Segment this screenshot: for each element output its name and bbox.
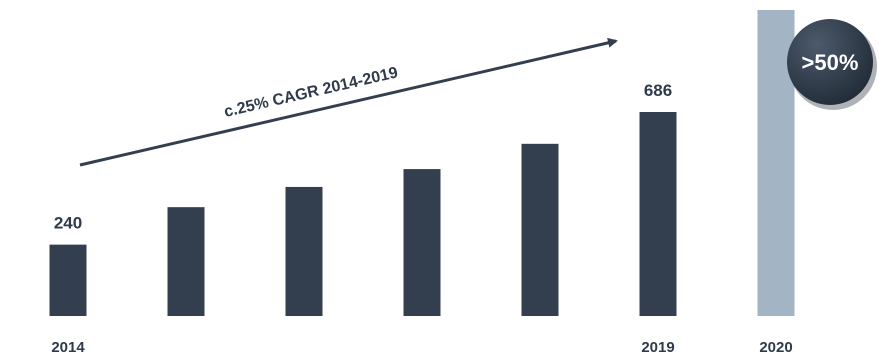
data-label: 240 — [54, 214, 82, 233]
bar-2015 — [167, 207, 205, 316]
x-tick-label: 2014 — [51, 339, 85, 356]
bar-2014 — [49, 244, 87, 316]
x-tick-label: 2020 — [759, 339, 792, 356]
x-tick-label: 2019 — [641, 339, 674, 356]
bar-2017 — [403, 169, 441, 316]
bar-2018 — [521, 143, 559, 316]
badge-text: >50% — [802, 50, 859, 75]
data-label: 686 — [644, 81, 672, 100]
bar-2019 — [639, 112, 677, 316]
bar-2016 — [285, 186, 323, 316]
x-axis-ticks: 2014 2019 2020 — [51, 339, 792, 356]
cagr-trend-arrow — [79, 37, 618, 167]
growth-badge: >50% — [787, 19, 877, 110]
data-labels: 240 686 — [54, 81, 672, 233]
bars-group — [49, 10, 795, 316]
